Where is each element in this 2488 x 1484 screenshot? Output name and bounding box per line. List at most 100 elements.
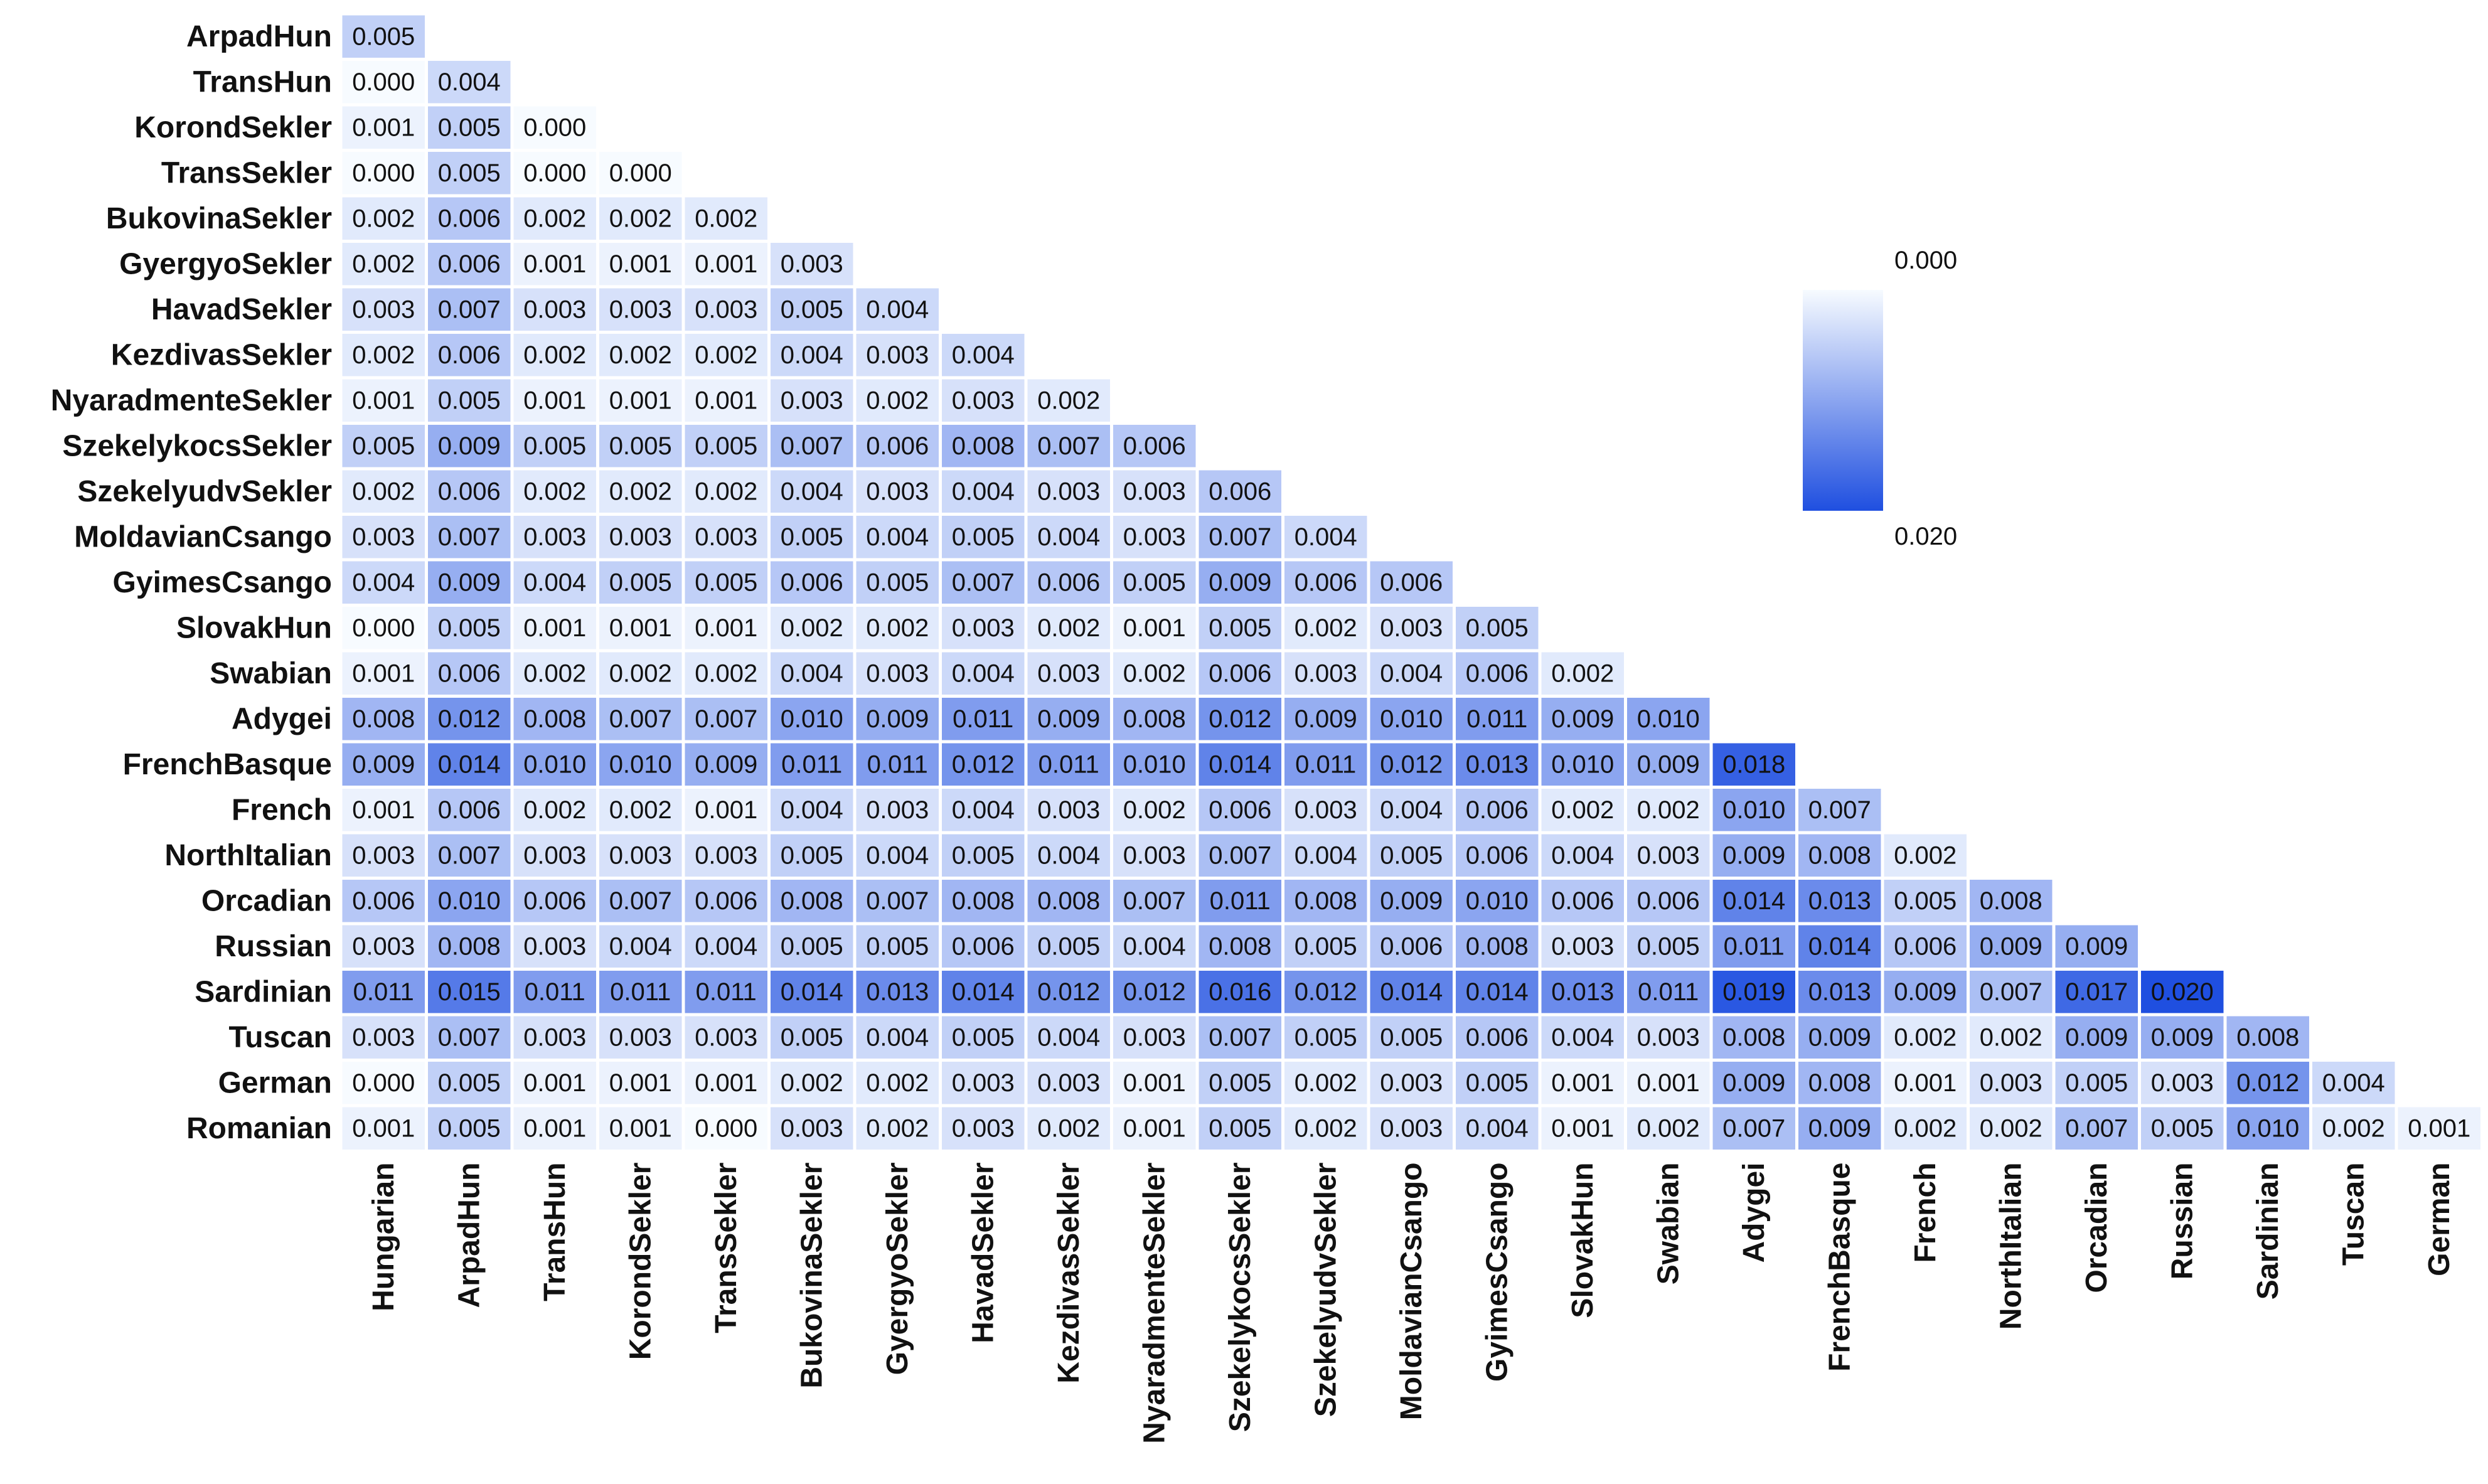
cell-value-label: 0.000	[352, 614, 415, 642]
column-label: KezdivasSekler	[1052, 1163, 1086, 1384]
cell-value-label: 0.011	[610, 978, 671, 1006]
heatmap-cell	[428, 288, 511, 331]
cell-value-label: 0.001	[2408, 1114, 2470, 1142]
cell-value-label: 0.007	[438, 296, 501, 323]
heatmap-cell	[428, 1016, 511, 1059]
heatmap-cell	[342, 106, 425, 149]
column-label: Russian	[2165, 1163, 2199, 1280]
cell-value-label: 0.005	[2065, 1069, 2128, 1097]
heatmap-cell	[685, 743, 767, 786]
heatmap-cell	[1199, 880, 1281, 922]
heatmap-cell	[1884, 1107, 1967, 1150]
cell-value-label: 0.010	[438, 887, 501, 915]
cell-value-label: 0.002	[866, 387, 929, 414]
heatmap-cell	[1627, 880, 1710, 922]
heatmap-cell	[1456, 834, 1539, 877]
heatmap-cell	[856, 834, 939, 877]
cell-value-label: 0.003	[523, 932, 586, 960]
cell-value-label: 0.005	[438, 114, 501, 141]
cell-value-label: 0.008	[781, 887, 843, 915]
cell-value-label: 0.004	[1123, 932, 1186, 960]
heatmap-cell	[1370, 561, 1453, 604]
heatmap-cell	[2141, 1062, 2224, 1104]
heatmap-cell	[1199, 925, 1281, 968]
heatmap-cell	[428, 743, 511, 786]
cell-value-label: 0.014	[781, 978, 843, 1006]
cell-value-label: 0.010	[1637, 705, 1700, 733]
heatmap-cell	[1284, 1062, 1367, 1104]
cell-value-label: 0.005	[1209, 1069, 1271, 1097]
heatmap-cell	[513, 152, 596, 195]
column-label: NorthItalian	[1994, 1163, 2027, 1330]
heatmap-cell	[771, 1107, 853, 1150]
cell-value-label: 0.009	[2151, 1023, 2214, 1051]
cell-value-label: 0.003	[1637, 1023, 1700, 1051]
cell-value-label: 0.008	[1209, 932, 1271, 960]
cell-value-label: 0.001	[1123, 1069, 1186, 1097]
heatmap-cell	[1284, 1107, 1367, 1150]
cell-value-label: 0.003	[1123, 841, 1186, 869]
heatmap-cell	[428, 1062, 511, 1104]
cell-value-label: 0.002	[1894, 1114, 1957, 1142]
heatmap-cell	[342, 925, 425, 968]
heatmap-cell	[2141, 1107, 2224, 1150]
cell-value-label: 0.002	[609, 796, 672, 824]
heatmap-cell	[342, 834, 425, 877]
cell-value-label: 0.007	[1808, 796, 1871, 824]
cell-value-label: 0.002	[352, 205, 415, 232]
heatmap-cell	[599, 1016, 682, 1059]
cell-value-label: 0.008	[1722, 1023, 1785, 1051]
heatmap-cell	[856, 1107, 939, 1150]
heatmap-cell	[428, 561, 511, 604]
heatmap-cell	[1284, 652, 1367, 695]
heatmap-cell	[599, 789, 682, 831]
cell-value-label: 0.012	[1295, 978, 1357, 1006]
cell-value-label: 0.008	[1980, 887, 2042, 915]
heatmap-cell	[1113, 698, 1196, 740]
cell-value-label: 0.002	[695, 205, 757, 232]
cell-value-label: 0.005	[438, 1114, 501, 1142]
heatmap-cell	[1884, 1062, 1967, 1104]
heatmap-cell	[942, 607, 1025, 649]
cell-value-label: 0.003	[609, 1023, 672, 1051]
column-label: Orcadian	[2080, 1163, 2113, 1293]
cell-value-label: 0.004	[352, 569, 415, 596]
cell-value-label: 0.009	[2065, 1023, 2128, 1051]
cell-value-label: 0.010	[1722, 796, 1785, 824]
cell-value-label: 0.011	[696, 978, 757, 1006]
heatmap-cell	[1541, 652, 1624, 695]
cell-value-label: 0.006	[1894, 932, 1957, 960]
heatmap-cell	[513, 334, 596, 376]
column-label: Hungarian	[367, 1163, 400, 1311]
cell-value-label: 0.003	[1551, 932, 1614, 960]
cell-value-label: 0.003	[609, 841, 672, 869]
heatmap-cell	[1027, 607, 1110, 649]
cell-value-label: 0.002	[1894, 841, 1957, 869]
cell-value-label: 0.003	[523, 523, 586, 551]
heatmap-cell	[1370, 607, 1453, 649]
cell-value-label: 0.004	[1295, 841, 1357, 869]
cell-value-label: 0.003	[1037, 796, 1100, 824]
heatmap-cell	[942, 379, 1025, 422]
cell-value-label: 0.007	[438, 1023, 501, 1051]
cell-value-label: 0.008	[1466, 932, 1529, 960]
cell-value-label: 0.006	[1466, 796, 1529, 824]
heatmap-cell	[1456, 698, 1539, 740]
heatmap-cell	[1541, 743, 1624, 786]
heatmap-cell	[771, 607, 853, 649]
heatmap-cell	[1027, 1107, 1110, 1150]
heatmap-cell	[2141, 971, 2224, 1013]
heatmap-cell	[1113, 470, 1196, 513]
heatmap-cell	[1027, 379, 1110, 422]
cell-value-label: 0.003	[1123, 478, 1186, 505]
cell-value-label: 0.006	[1037, 569, 1100, 596]
cell-value-label: 0.016	[1209, 978, 1271, 1006]
heatmap-cell	[428, 789, 511, 831]
column-label: TransHun	[538, 1163, 572, 1301]
heatmap-cell	[856, 789, 939, 831]
heatmap-cell	[599, 971, 682, 1013]
heatmap-cell	[1113, 789, 1196, 831]
cell-value-label: 0.006	[1466, 841, 1529, 869]
cell-value-label: 0.006	[438, 796, 501, 824]
heatmap-cell	[1712, 1062, 1795, 1104]
